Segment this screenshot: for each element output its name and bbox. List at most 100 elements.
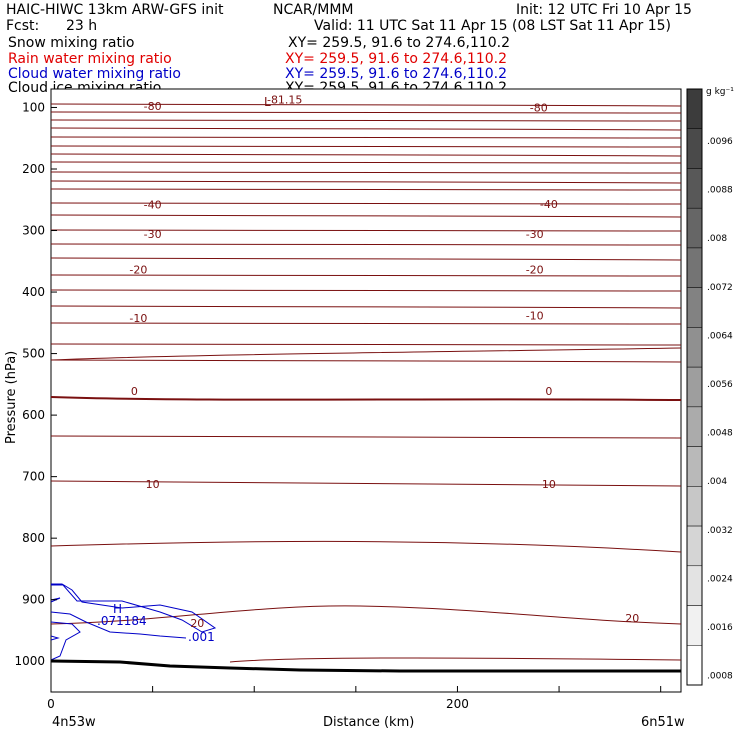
temperature-label: 20: [625, 612, 639, 625]
temperature-label: 10: [542, 478, 556, 491]
org-label: NCAR/MMM: [273, 2, 354, 18]
temperature-contour: [50, 171, 682, 174]
temperature-label: -81.15: [267, 93, 302, 106]
temperature-label: -80: [144, 100, 162, 113]
temperature-contour: [50, 136, 682, 139]
colorbar-tick-label: .0056: [707, 380, 733, 390]
colorbar-swatch: [686, 366, 703, 408]
temperature-labels: -80 -80 -40 -40 -30 -30 -20 -20 -10 -10 0 0 10 10 20 20…: [129, 93, 639, 630]
y-tick-label: 500: [22, 347, 45, 361]
temperature-contour: [50, 289, 682, 292]
colorbar-swatch: [686, 128, 703, 169]
colorbar-swatch: [686, 406, 703, 447]
right-endpoint-label: 6n51w: [641, 715, 685, 730]
colorbar-tick-label: .0072: [707, 283, 733, 293]
cloud-water-contour-label: .001: [188, 630, 215, 644]
terrain-line: [50, 659, 681, 673]
temperature-label: -10: [526, 309, 544, 322]
temperature-label: 0: [545, 385, 552, 398]
y-axis-label: Pressure (hPa): [4, 351, 19, 444]
colorbar-swatch: [686, 247, 703, 288]
field-xy-cloud-water: XY= 259.5, 91.6 to 274.6,110.2: [285, 66, 508, 82]
temperature-label: -80: [530, 101, 548, 114]
temperature-label: -40: [540, 198, 558, 211]
colorbar-unit: g kg⁻¹: [706, 87, 734, 97]
temperature-contour: [50, 274, 682, 277]
temperature-label: 10: [146, 478, 160, 491]
x-tick-label: 0: [47, 697, 55, 711]
colorbar-swatch: [686, 486, 703, 527]
forecast-hour: 23 h: [66, 18, 98, 34]
colorbar-swatch: [686, 327, 703, 368]
y-tick-label: 800: [22, 531, 45, 545]
x-tick-label: 200: [446, 697, 469, 711]
cloud-water-max-label: .071184: [97, 614, 147, 628]
y-tick-label: 900: [22, 593, 45, 607]
colorbar-tick-label: .0016: [707, 623, 733, 633]
temperature-label: -20: [129, 263, 147, 276]
colorbar-tick-label: .0008: [707, 672, 733, 682]
temperature-label: -30: [144, 228, 162, 241]
colorbar-swatch: [686, 446, 703, 487]
colorbar-tick-label: .008: [707, 234, 727, 244]
forecast-label: Fcst:: [6, 18, 40, 34]
y-axis: 100 200 300 400 500 600 700 800 900 1000: [14, 100, 57, 668]
temperature-label: -20: [526, 263, 544, 276]
temperature-contour: [50, 343, 682, 346]
temperature-contour: [229, 657, 682, 663]
temperature-contour: [50, 145, 682, 148]
x-axis-label: Distance (km): [323, 715, 414, 730]
init-time: Init: 12 UTC Fri 10 Apr 15: [516, 2, 692, 18]
colorbar-tick-label: .004: [707, 477, 727, 487]
colorbar-swatch: [686, 207, 703, 249]
colorbar-tick-label: .0096: [707, 137, 733, 147]
field-label-rain: Rain water mixing ratio: [8, 51, 172, 67]
colorbar-swatch: [686, 287, 703, 328]
temperature-contour: [50, 161, 682, 164]
temperature-label: 0: [131, 385, 138, 398]
y-tick-label: 700: [22, 470, 45, 484]
field-label-snow: Snow mixing ratio: [8, 35, 135, 51]
colorbar-tick-label: .0064: [707, 331, 733, 341]
colorbar-tick-label: .0088: [707, 186, 733, 196]
colorbar-tick-label: .0048: [707, 429, 733, 439]
y-tick-label: 1000: [14, 654, 45, 668]
temperature-contour: [50, 119, 682, 122]
y-tick-label: 200: [22, 162, 45, 176]
y-tick-label: 400: [22, 285, 45, 299]
temperature-contour: [50, 396, 682, 401]
colorbar: .0096 .0088 .008 .0072 .0064 .0056 .0048 .004 .0…: [686, 88, 733, 686]
plot-frame: [50, 88, 682, 693]
temperature-contour: [50, 605, 682, 625]
colorbar-swatch: [686, 565, 703, 606]
temperature-contour: [50, 111, 682, 114]
low-marker: L: [264, 95, 271, 109]
temperature-label: -10: [129, 312, 147, 325]
x-axis: 0 200: [47, 686, 662, 711]
colorbar-swatch: [686, 525, 703, 567]
field-xy-snow: XY= 259.5, 91.6 to 274.6,110.2: [288, 35, 511, 51]
model-title: HAIC-HIWC 13km ARW-GFS init: [6, 2, 224, 18]
temperature-label: -40: [144, 199, 162, 212]
temperature-contour: [50, 347, 682, 361]
colorbar-swatch: [686, 645, 703, 686]
colorbar-swatch: [686, 88, 703, 129]
temperature-contour: [50, 243, 682, 246]
valid-time: Valid: 11 UTC Sat 11 Apr 15 (08 LST Sat …: [314, 18, 672, 34]
y-tick-label: 600: [22, 408, 45, 422]
temperature-label: -30: [526, 228, 544, 241]
field-xy-rain: XY= 259.5, 91.6 to 274.6,110.2: [285, 51, 508, 67]
temperature-contour: [50, 229, 682, 232]
colorbar-tick-label: .0024: [707, 574, 733, 584]
temperature-contour: [50, 435, 682, 439]
field-label-cloud-water: Cloud water mixing ratio: [8, 66, 181, 82]
temperature-contour: [50, 188, 682, 191]
cloud-water-high-marker: H: [113, 602, 122, 616]
y-tick-label: 300: [22, 224, 45, 238]
temperature-label: 20: [190, 617, 204, 630]
temperature-contour: [50, 540, 682, 553]
colorbar-swatch: [686, 168, 703, 209]
y-tick-label: 100: [22, 100, 45, 114]
colorbar-tick-label: .0032: [707, 526, 733, 536]
